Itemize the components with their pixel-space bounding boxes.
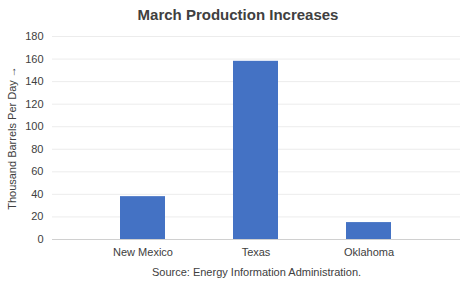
svg-text:60: 60: [31, 165, 43, 177]
svg-text:New Mexico: New Mexico: [113, 246, 173, 258]
svg-text:180: 180: [25, 30, 43, 42]
svg-text:100: 100: [25, 120, 43, 132]
svg-text:Source: Energy Information Adm: Source: Energy Information Administratio…: [152, 266, 361, 278]
svg-text:80: 80: [31, 143, 43, 155]
svg-text:0: 0: [37, 233, 43, 245]
svg-text:Thousand Barrels Per Day →: Thousand Barrels Per Day →: [6, 66, 18, 210]
svg-text:20: 20: [31, 210, 43, 222]
svg-text:140: 140: [25, 75, 43, 87]
svg-text:Oklahoma: Oklahoma: [344, 246, 395, 258]
svg-text:160: 160: [25, 53, 43, 65]
svg-text:40: 40: [31, 188, 43, 200]
svg-text:Texas: Texas: [242, 246, 271, 258]
svg-text:120: 120: [25, 98, 43, 110]
html-text:March Production Increases: March Production Increases: [137, 6, 339, 23]
